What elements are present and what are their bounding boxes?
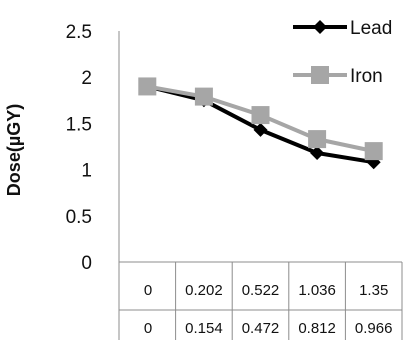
category-label: 1.35 <box>359 282 388 299</box>
category-label: 0.472 <box>242 320 280 337</box>
data-point-lead <box>253 122 268 137</box>
category-label: 0.154 <box>185 320 223 337</box>
y-tick-label: 0 <box>81 253 92 274</box>
category-label: 1.036 <box>298 282 336 299</box>
category-label: 0.812 <box>298 320 336 337</box>
series-layer <box>138 77 383 170</box>
legend: Lead Iron <box>293 18 392 87</box>
legend-swatch-marker <box>313 20 327 34</box>
legend-label: Lead <box>350 18 392 39</box>
data-point-iron <box>364 142 383 161</box>
data-point-iron <box>308 130 327 149</box>
legend-entry-lead: Lead <box>293 18 392 39</box>
legend-entry-iron: Iron <box>293 66 383 87</box>
category-label: 0.522 <box>242 282 280 299</box>
data-point-iron <box>138 77 157 96</box>
legend-swatch-marker <box>311 66 329 84</box>
y-tick-label: 1.5 <box>66 114 92 135</box>
y-tick-label: 0.5 <box>66 207 92 228</box>
y-axis-title: Dose(µGY) <box>4 104 24 196</box>
category-label: 0.966 <box>355 320 393 337</box>
legend-label: Iron <box>350 66 383 87</box>
y-tick-label: 2 <box>81 68 92 89</box>
category-label: 0 <box>144 282 152 299</box>
data-point-iron <box>194 87 213 106</box>
y-tick-label: 2.5 <box>66 22 92 43</box>
category-label: 0 <box>144 320 152 337</box>
category-label: 0.202 <box>185 282 223 299</box>
axes: 2.5 2 1.5 1 0.5 0 Dose(µGY) 0 0.202 0.522 1.036 1.3… <box>4 22 403 340</box>
data-point-lead <box>310 145 325 160</box>
data-point-iron <box>251 106 270 125</box>
y-tick-label: 1 <box>81 161 92 182</box>
series-iron <box>138 77 383 161</box>
